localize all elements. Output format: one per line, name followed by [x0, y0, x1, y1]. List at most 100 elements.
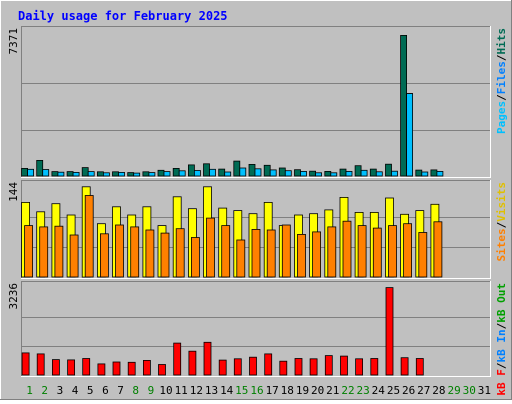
- bar-kb-f-day-8: [127, 361, 136, 376]
- bar-sites-day-18: [281, 224, 291, 278]
- bar-pages-day-4: [72, 171, 80, 177]
- bar-pages-day-7: [118, 171, 125, 177]
- bar-sites-day-17: [266, 229, 276, 278]
- bar-pages-day-3: [57, 171, 65, 177]
- bar-hits-day-24: [369, 168, 377, 177]
- chart-panels: 7371 144 3236: [7, 26, 491, 377]
- x-tick-label-day-10: 10: [159, 384, 172, 397]
- bar-hits-day-15: [233, 160, 241, 177]
- bar-hits-day-20: [309, 170, 317, 177]
- bar-hits-day-7: [112, 171, 119, 177]
- bar-sites-day-7: [115, 224, 124, 278]
- bar-pages-day-28: [436, 170, 444, 177]
- bar-hits-day-18: [278, 167, 286, 177]
- bar-pages-day-24: [375, 171, 383, 177]
- x-tick-label-day-21: 21: [326, 384, 339, 397]
- panel-background: [21, 26, 491, 178]
- bar-pages-day-23: [360, 169, 368, 177]
- bar-hits-day-14: [218, 168, 226, 177]
- bar-kb-f-day-12: [188, 350, 197, 376]
- bar-sites-day-3: [54, 225, 64, 278]
- bar-kb-f-day-21: [324, 355, 333, 376]
- bar-hits-day-17: [263, 164, 271, 177]
- x-tick-label-day-7: 7: [117, 384, 124, 397]
- bar-pages-day-13: [209, 168, 216, 177]
- legend-part: Visits: [495, 182, 508, 222]
- bar-sites-day-12: [190, 237, 200, 278]
- bar-kb-f-day-17: [264, 353, 273, 376]
- bar-sites-day-19: [297, 233, 306, 278]
- x-tick-label-day-28: 28: [432, 384, 445, 397]
- x-tick-label-day-12: 12: [190, 384, 203, 397]
- y-max-label: 7371: [7, 28, 20, 55]
- bar-kb-f-day-22: [340, 355, 348, 376]
- bar-kb-f-day-19: [294, 358, 303, 376]
- bar-sites-day-13: [206, 217, 215, 278]
- bar-kb-f-day-24: [370, 358, 379, 376]
- bar-sites-day-11: [175, 228, 185, 278]
- bar-hits-day-13: [203, 163, 210, 177]
- bar-kb-f-day-26: [400, 357, 409, 376]
- x-tick-label-day-23: 23: [356, 384, 369, 397]
- bar-hits-day-25: [385, 163, 392, 177]
- bar-sites-day-9: [145, 229, 155, 278]
- x-tick-label-day-20: 20: [311, 384, 324, 397]
- bar-hits-day-6: [97, 171, 104, 177]
- x-tick-label-day-5: 5: [87, 384, 94, 397]
- right-legend-panel2: Sites/Visits: [495, 182, 508, 262]
- legend-part: /: [495, 322, 508, 329]
- bar-pages-day-1: [27, 168, 35, 177]
- x-tick-label-day-19: 19: [296, 384, 309, 397]
- right-legend-panel3: kB F/kB In/kB Out: [495, 283, 508, 396]
- x-tick-label-day-4: 4: [72, 384, 79, 397]
- legend-part: /: [495, 221, 508, 228]
- bar-hits-day-23: [354, 165, 362, 177]
- bar-hits-day-16: [248, 163, 256, 177]
- x-axis-labels: 1 2 3 4 5 6 7 8 9 10 11 12 13 14 15 16 17 18 19 20 21 22 23 24 2…: [26, 384, 491, 397]
- bar-kb-f-day-9: [142, 359, 151, 376]
- bar-sites-day-16: [251, 228, 261, 278]
- bar-sites-day-5: [84, 195, 94, 278]
- y-max-label: 3236: [7, 283, 20, 310]
- bar-pages-day-27: [421, 171, 429, 177]
- bar-pages-day-22: [345, 170, 353, 177]
- y-max-label: 144: [7, 182, 20, 202]
- bar-kb-f-day-4: [67, 359, 75, 376]
- bar-kb-f-day-16: [249, 356, 257, 376]
- bar-sites-day-28: [433, 221, 443, 278]
- bar-hits-day-4: [66, 171, 74, 177]
- x-tick-label-day-3: 3: [57, 384, 64, 397]
- x-tick-label-day-29: 29: [447, 384, 460, 397]
- bar-sites-day-8: [130, 226, 140, 278]
- x-tick-label-day-16: 16: [250, 384, 263, 397]
- legend-part: Hits: [495, 28, 508, 55]
- x-tick-label-day-8: 8: [132, 384, 139, 397]
- x-tick-label-day-25: 25: [387, 384, 400, 397]
- bar-sites-day-20: [312, 231, 322, 278]
- bar-kb-f-day-7: [112, 361, 121, 376]
- bar-hits-day-21: [324, 170, 332, 177]
- bar-sites-day-4: [69, 234, 79, 278]
- bar-kb-f-day-2: [36, 353, 45, 376]
- bar-hits-day-5: [81, 167, 89, 177]
- legend-part: /: [495, 362, 508, 369]
- bar-sites-day-22: [342, 220, 352, 278]
- bar-pages-day-25: [391, 170, 398, 177]
- bar-hits-day-2: [36, 159, 44, 177]
- legend-part: /: [495, 54, 508, 61]
- bar-sites-day-25: [388, 225, 397, 278]
- panel-visits-sites: 144: [7, 180, 491, 279]
- bar-kb-f-day-14: [218, 359, 227, 376]
- bar-hits-day-1: [21, 167, 29, 177]
- x-tick-label-day-1: 1: [26, 384, 33, 397]
- legend-part: Sites: [495, 228, 508, 261]
- bar-hits-day-9: [142, 171, 150, 177]
- legend-part: kB Out: [495, 283, 508, 323]
- bar-pages-day-17: [269, 169, 277, 177]
- bar-pages-day-6: [103, 172, 110, 177]
- bar-pages-day-20: [315, 172, 323, 177]
- bar-pages-day-16: [254, 168, 262, 177]
- bar-sites-day-10: [160, 232, 170, 278]
